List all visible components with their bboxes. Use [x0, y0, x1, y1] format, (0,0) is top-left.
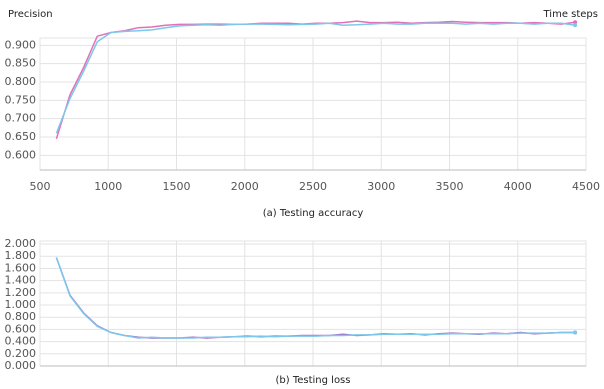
x-tick-label: 2500: [299, 180, 327, 193]
series-line: [55, 257, 576, 339]
y-tick-label: 0.200: [5, 347, 37, 360]
x-tick-label: 3500: [436, 180, 464, 193]
y-tick-label: 0.800: [5, 75, 37, 88]
x-tick-label: 500: [30, 180, 51, 193]
x-tick-label: 2000: [231, 180, 259, 193]
y-tick-label: 0.600: [5, 148, 37, 161]
y-tick-label: 0.850: [5, 57, 37, 70]
x-tick-label: 1500: [163, 180, 191, 193]
y-axis-title: Precision: [8, 9, 53, 20]
y-tick-label: 1.600: [5, 261, 37, 274]
y-tick-label: 0.800: [5, 310, 37, 323]
series-line: [55, 20, 576, 140]
y-tick-label: 2.000: [5, 237, 37, 250]
series-line: [55, 22, 576, 134]
y-tick-label: 0.600: [5, 322, 37, 335]
y-tick-label: 0.400: [5, 335, 37, 348]
end-point: [573, 20, 578, 25]
y-tick-label: 1.000: [5, 298, 37, 311]
x-tick-label: 3000: [367, 180, 395, 193]
y-tick-label: 1.800: [5, 249, 37, 262]
end-point: [573, 23, 578, 28]
end-point: [573, 330, 578, 335]
y-tick-label: 1.200: [5, 286, 37, 299]
chart-caption: (a) Testing accuracy: [263, 208, 364, 219]
y-tick-label: 0.750: [5, 93, 37, 106]
x-tick-label: 1000: [94, 180, 122, 193]
y-tick-label: 0.650: [5, 130, 37, 143]
series-line: [55, 257, 576, 339]
chart-caption: (b) Testing loss: [276, 375, 351, 386]
y-tick-label: 0.700: [5, 112, 37, 125]
y-tick-label: 0.900: [5, 38, 37, 51]
x-tick-label: 4000: [504, 180, 532, 193]
x-axis-title: Time steps: [543, 9, 599, 20]
y-tick-label: 0.000: [5, 359, 37, 372]
y-tick-label: 1.400: [5, 274, 37, 287]
x-tick-label: 4500: [572, 180, 600, 193]
